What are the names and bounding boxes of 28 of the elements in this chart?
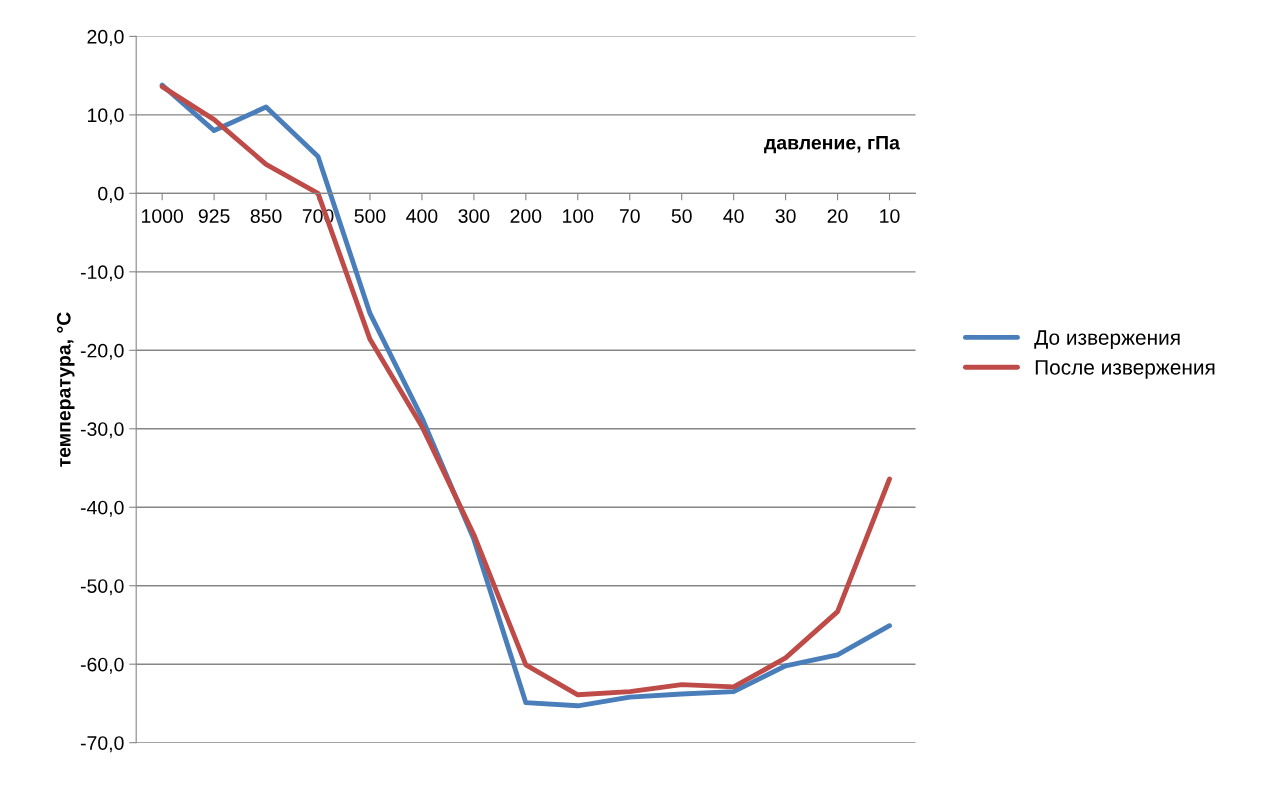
x-tick-label: 1000 xyxy=(142,209,184,223)
x-tick-label: 200 xyxy=(510,209,542,223)
x-tick-label: 10 xyxy=(880,209,900,223)
x-tick-label: 40 xyxy=(723,209,744,223)
x-tick-label: 400 xyxy=(406,209,438,223)
x-tick-label: 850 xyxy=(250,209,282,223)
x-tick-label: 500 xyxy=(354,209,386,223)
y-axis-title: температура, °С xyxy=(56,312,75,467)
y-tick-label: 20,0 xyxy=(87,29,124,46)
legend-label: До извержения xyxy=(1034,330,1180,350)
y-tick-label: -30,0 xyxy=(80,422,124,439)
x-tick-label: 100 xyxy=(563,209,594,223)
x-tick-label: 925 xyxy=(198,209,230,223)
y-tick-label: 10,0 xyxy=(88,108,124,125)
y-tick-label: -40,0 xyxy=(80,500,124,517)
x-tick-label: 70 xyxy=(619,209,640,223)
x-axis-title: давление, гПа xyxy=(764,135,901,154)
y-tick-label: 0,0 xyxy=(98,186,124,203)
x-tick-label: 20 xyxy=(827,209,848,223)
x-tick-label: 50 xyxy=(671,209,692,223)
y-tick-label: -70,0 xyxy=(80,736,124,753)
y-tick-label: -60,0 xyxy=(80,657,124,674)
x-tick-label: 30 xyxy=(775,209,796,223)
y-tick-label: -20,0 xyxy=(80,343,124,360)
legend-label: После извержения xyxy=(1035,360,1215,379)
y-tick-label: -10,0 xyxy=(80,265,124,282)
x-tick-label: 300 xyxy=(458,209,490,223)
y-tick-label: -50,0 xyxy=(80,579,124,596)
